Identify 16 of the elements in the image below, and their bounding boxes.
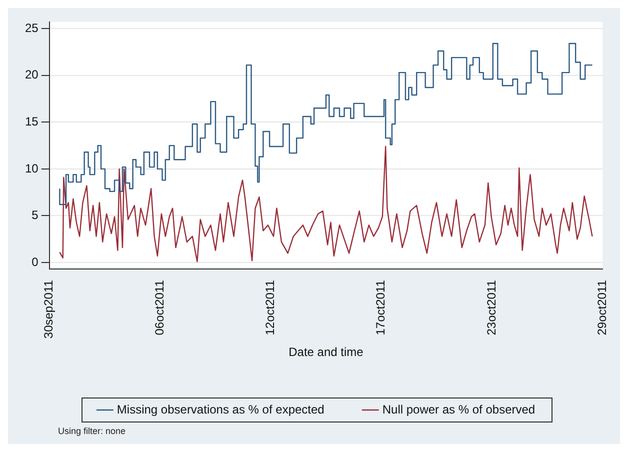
text: Using filter: none [58,426,126,436]
y-tick-label: 5 [32,208,39,222]
legend-label: Missing observations as % of expected [116,402,324,416]
x-tick-label: 29oct2011 [594,280,609,336]
legend-label: Null power as % of observed [382,402,536,416]
x-tick-label: 30sep2011 [42,280,56,339]
y-tick-label: 10 [24,161,39,176]
y-tick-label: 20 [24,68,39,82]
x-axis-title: Date and time [288,345,364,360]
x-tick-label: 23oct2011 [484,280,498,336]
x-tick-label: 17oct2011 [374,280,388,336]
y-tick-label: 0 [32,254,39,269]
x-tick-label: 06oct2011 [152,280,166,336]
x-tick-label: 12oct2011 [262,280,277,336]
y-tick-label: 15 [24,114,39,128]
y-tick-label: 25 [24,20,39,35]
